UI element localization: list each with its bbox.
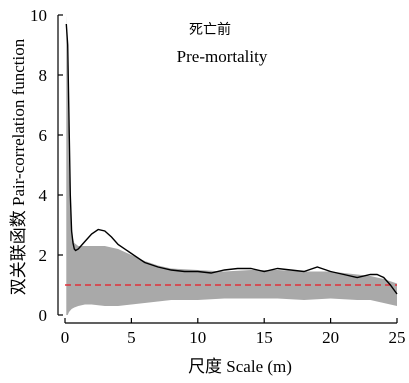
x-ticks: 0 5 10 15 20 25 — [61, 318, 406, 347]
y-tick-label: 0 — [39, 306, 48, 325]
x-tick-label: 0 — [61, 328, 70, 347]
chart-title-en: Pre-mortality — [177, 47, 268, 66]
chart-title-cn: 死亡前 — [189, 21, 231, 38]
x-tick-label: 25 — [389, 328, 406, 347]
y-tick-label: 8 — [39, 66, 48, 85]
observed-layer — [65, 23, 398, 295]
axes — [57, 15, 397, 324]
y-tick-label: 10 — [30, 6, 47, 25]
x-tick-label: 15 — [256, 328, 273, 347]
observed-line — [65, 23, 398, 295]
y-tick-label: 6 — [39, 126, 48, 145]
y-tick-label: 2 — [39, 246, 48, 265]
x-tick-label: 5 — [127, 328, 136, 347]
x-axis-label: 尺度 Scale (m) — [188, 357, 292, 376]
y-tick-label: 4 — [39, 186, 48, 205]
y-axis-label: 双关联函数 Pair-correlation function — [9, 38, 28, 295]
y-ticks: 0 2 4 6 8 10 — [30, 6, 63, 325]
x-tick-label: 20 — [322, 328, 339, 347]
x-tick-label: 10 — [189, 328, 206, 347]
